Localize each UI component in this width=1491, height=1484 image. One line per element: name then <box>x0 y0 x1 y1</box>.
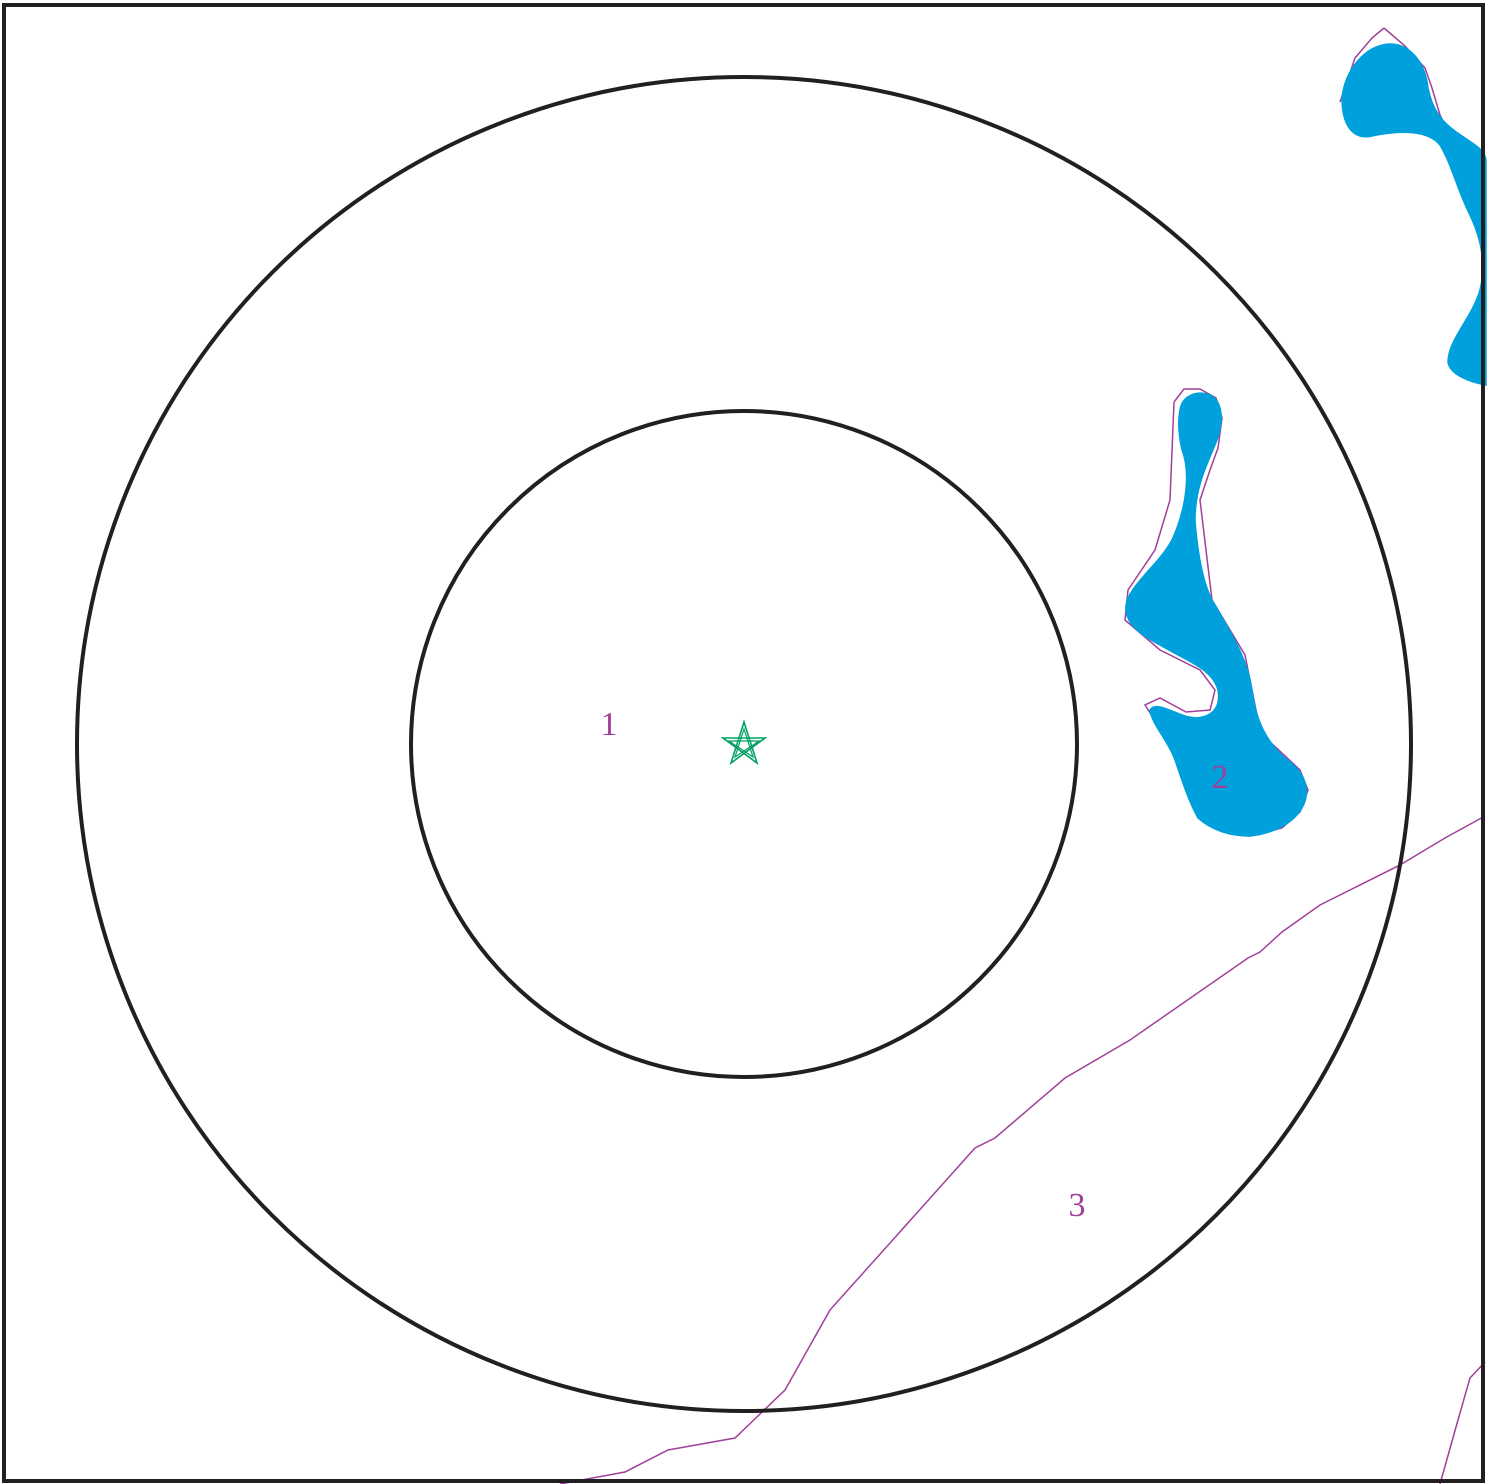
star-icon <box>720 719 768 766</box>
map-frame <box>2 3 1485 1483</box>
boundary-lines <box>559 815 1486 1484</box>
lake-east <box>1125 392 1308 837</box>
range-rings <box>75 75 1413 1413</box>
zone-label-inner: 1 <box>601 706 618 743</box>
zone-label-water: 2 <box>1212 759 1229 796</box>
inner-ring <box>409 409 1079 1079</box>
lake-northeast <box>1341 43 1487 386</box>
star-icon-inner <box>727 727 761 759</box>
zone-label-outer: 3 <box>1069 1187 1086 1224</box>
outer-ring <box>75 75 1413 1413</box>
boundary-line-southeast <box>1439 1361 1486 1484</box>
boundary-line-southwest <box>559 815 1486 1484</box>
water-bodies <box>1124 27 1487 837</box>
